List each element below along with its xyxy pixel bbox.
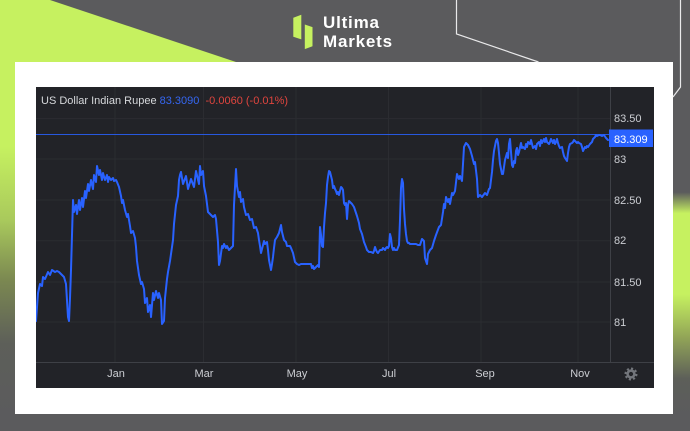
svg-text:83.309: 83.309 [614,134,648,146]
